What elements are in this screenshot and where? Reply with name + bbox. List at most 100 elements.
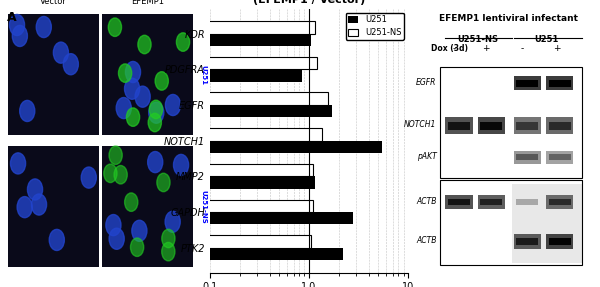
Circle shape bbox=[162, 243, 175, 261]
Text: U251: U251 bbox=[534, 35, 558, 44]
Circle shape bbox=[148, 152, 163, 173]
Text: Dox (3d): Dox (3d) bbox=[431, 44, 469, 53]
Circle shape bbox=[130, 238, 144, 257]
Bar bbox=[0, 92, 328, 105]
Bar bbox=[517, 122, 538, 129]
Bar bbox=[478, 117, 505, 134]
Text: A: A bbox=[7, 11, 17, 24]
Bar bbox=[0, 212, 353, 224]
Bar bbox=[0, 34, 311, 46]
Bar bbox=[549, 122, 571, 129]
Circle shape bbox=[125, 193, 138, 211]
Bar bbox=[8, 14, 98, 135]
Bar bbox=[0, 235, 311, 248]
Bar bbox=[448, 122, 470, 129]
Bar bbox=[0, 248, 343, 260]
Bar bbox=[0, 128, 322, 141]
Text: +: + bbox=[553, 44, 560, 53]
Bar bbox=[549, 199, 571, 205]
Bar bbox=[0, 164, 313, 176]
Bar bbox=[517, 80, 538, 86]
Text: pAKT: pAKT bbox=[417, 152, 437, 161]
Circle shape bbox=[118, 64, 132, 82]
Bar bbox=[546, 76, 574, 90]
Bar bbox=[517, 238, 538, 245]
Bar bbox=[546, 117, 574, 134]
Bar bbox=[549, 80, 571, 86]
Circle shape bbox=[20, 100, 35, 121]
Bar bbox=[478, 195, 505, 209]
Text: -: - bbox=[452, 44, 455, 53]
Bar bbox=[546, 234, 574, 249]
Text: Vector: Vector bbox=[40, 0, 67, 6]
Circle shape bbox=[106, 214, 121, 236]
Circle shape bbox=[132, 220, 147, 241]
Bar bbox=[549, 238, 571, 245]
Circle shape bbox=[165, 211, 180, 232]
Circle shape bbox=[135, 86, 150, 107]
Bar bbox=[0, 69, 302, 82]
Bar bbox=[0, 199, 313, 212]
Text: U251-NS: U251-NS bbox=[201, 190, 207, 224]
Bar bbox=[517, 199, 538, 205]
Title: Relative gene expression
(EFEMP1 / Vector): Relative gene expression (EFEMP1 / Vecto… bbox=[230, 0, 388, 5]
Bar bbox=[481, 122, 502, 129]
Circle shape bbox=[31, 194, 47, 215]
Circle shape bbox=[108, 18, 122, 36]
Bar bbox=[448, 199, 470, 205]
Bar bbox=[440, 67, 582, 178]
Text: +: + bbox=[482, 44, 490, 53]
Bar bbox=[0, 57, 317, 69]
Circle shape bbox=[149, 102, 164, 123]
Bar bbox=[440, 180, 582, 265]
Circle shape bbox=[149, 100, 163, 119]
Bar bbox=[0, 21, 315, 34]
Circle shape bbox=[104, 164, 117, 183]
Text: EGFR: EGFR bbox=[416, 78, 437, 87]
Text: EFEMP1 lentiviral infectant: EFEMP1 lentiviral infectant bbox=[439, 14, 578, 23]
Text: EFEMP1: EFEMP1 bbox=[131, 0, 164, 6]
Bar bbox=[514, 234, 541, 249]
Bar bbox=[517, 154, 538, 160]
Text: ACTB: ACTB bbox=[416, 197, 437, 206]
Circle shape bbox=[10, 14, 25, 36]
Bar bbox=[546, 195, 574, 209]
Circle shape bbox=[12, 25, 28, 46]
Bar bbox=[0, 176, 315, 189]
Circle shape bbox=[127, 108, 140, 126]
Text: U251-NS: U251-NS bbox=[457, 35, 498, 44]
Circle shape bbox=[176, 33, 190, 51]
Text: C: C bbox=[415, 0, 424, 3]
Circle shape bbox=[138, 35, 151, 54]
Circle shape bbox=[63, 54, 79, 75]
Circle shape bbox=[17, 197, 32, 218]
Circle shape bbox=[157, 173, 170, 192]
Circle shape bbox=[10, 153, 26, 174]
Circle shape bbox=[116, 98, 131, 119]
Circle shape bbox=[125, 78, 140, 99]
Circle shape bbox=[28, 179, 43, 200]
Circle shape bbox=[109, 228, 124, 249]
Circle shape bbox=[81, 167, 97, 188]
Circle shape bbox=[162, 229, 175, 248]
Bar bbox=[514, 117, 541, 134]
Bar bbox=[445, 195, 473, 209]
Circle shape bbox=[166, 94, 181, 116]
Circle shape bbox=[125, 61, 140, 83]
Text: ACTB: ACTB bbox=[416, 236, 437, 245]
Bar bbox=[0, 105, 332, 117]
Circle shape bbox=[36, 16, 52, 38]
Bar bbox=[514, 151, 541, 164]
Circle shape bbox=[49, 229, 64, 251]
Bar bbox=[512, 184, 582, 263]
Bar bbox=[0, 141, 382, 153]
Bar bbox=[514, 76, 541, 90]
Bar bbox=[549, 154, 571, 160]
Text: U251: U251 bbox=[201, 65, 207, 85]
Text: B: B bbox=[175, 0, 184, 3]
Circle shape bbox=[155, 72, 169, 90]
Bar bbox=[445, 117, 473, 134]
Circle shape bbox=[53, 42, 68, 63]
Legend: U251, U251-NS: U251, U251-NS bbox=[346, 13, 404, 40]
Circle shape bbox=[109, 146, 122, 164]
